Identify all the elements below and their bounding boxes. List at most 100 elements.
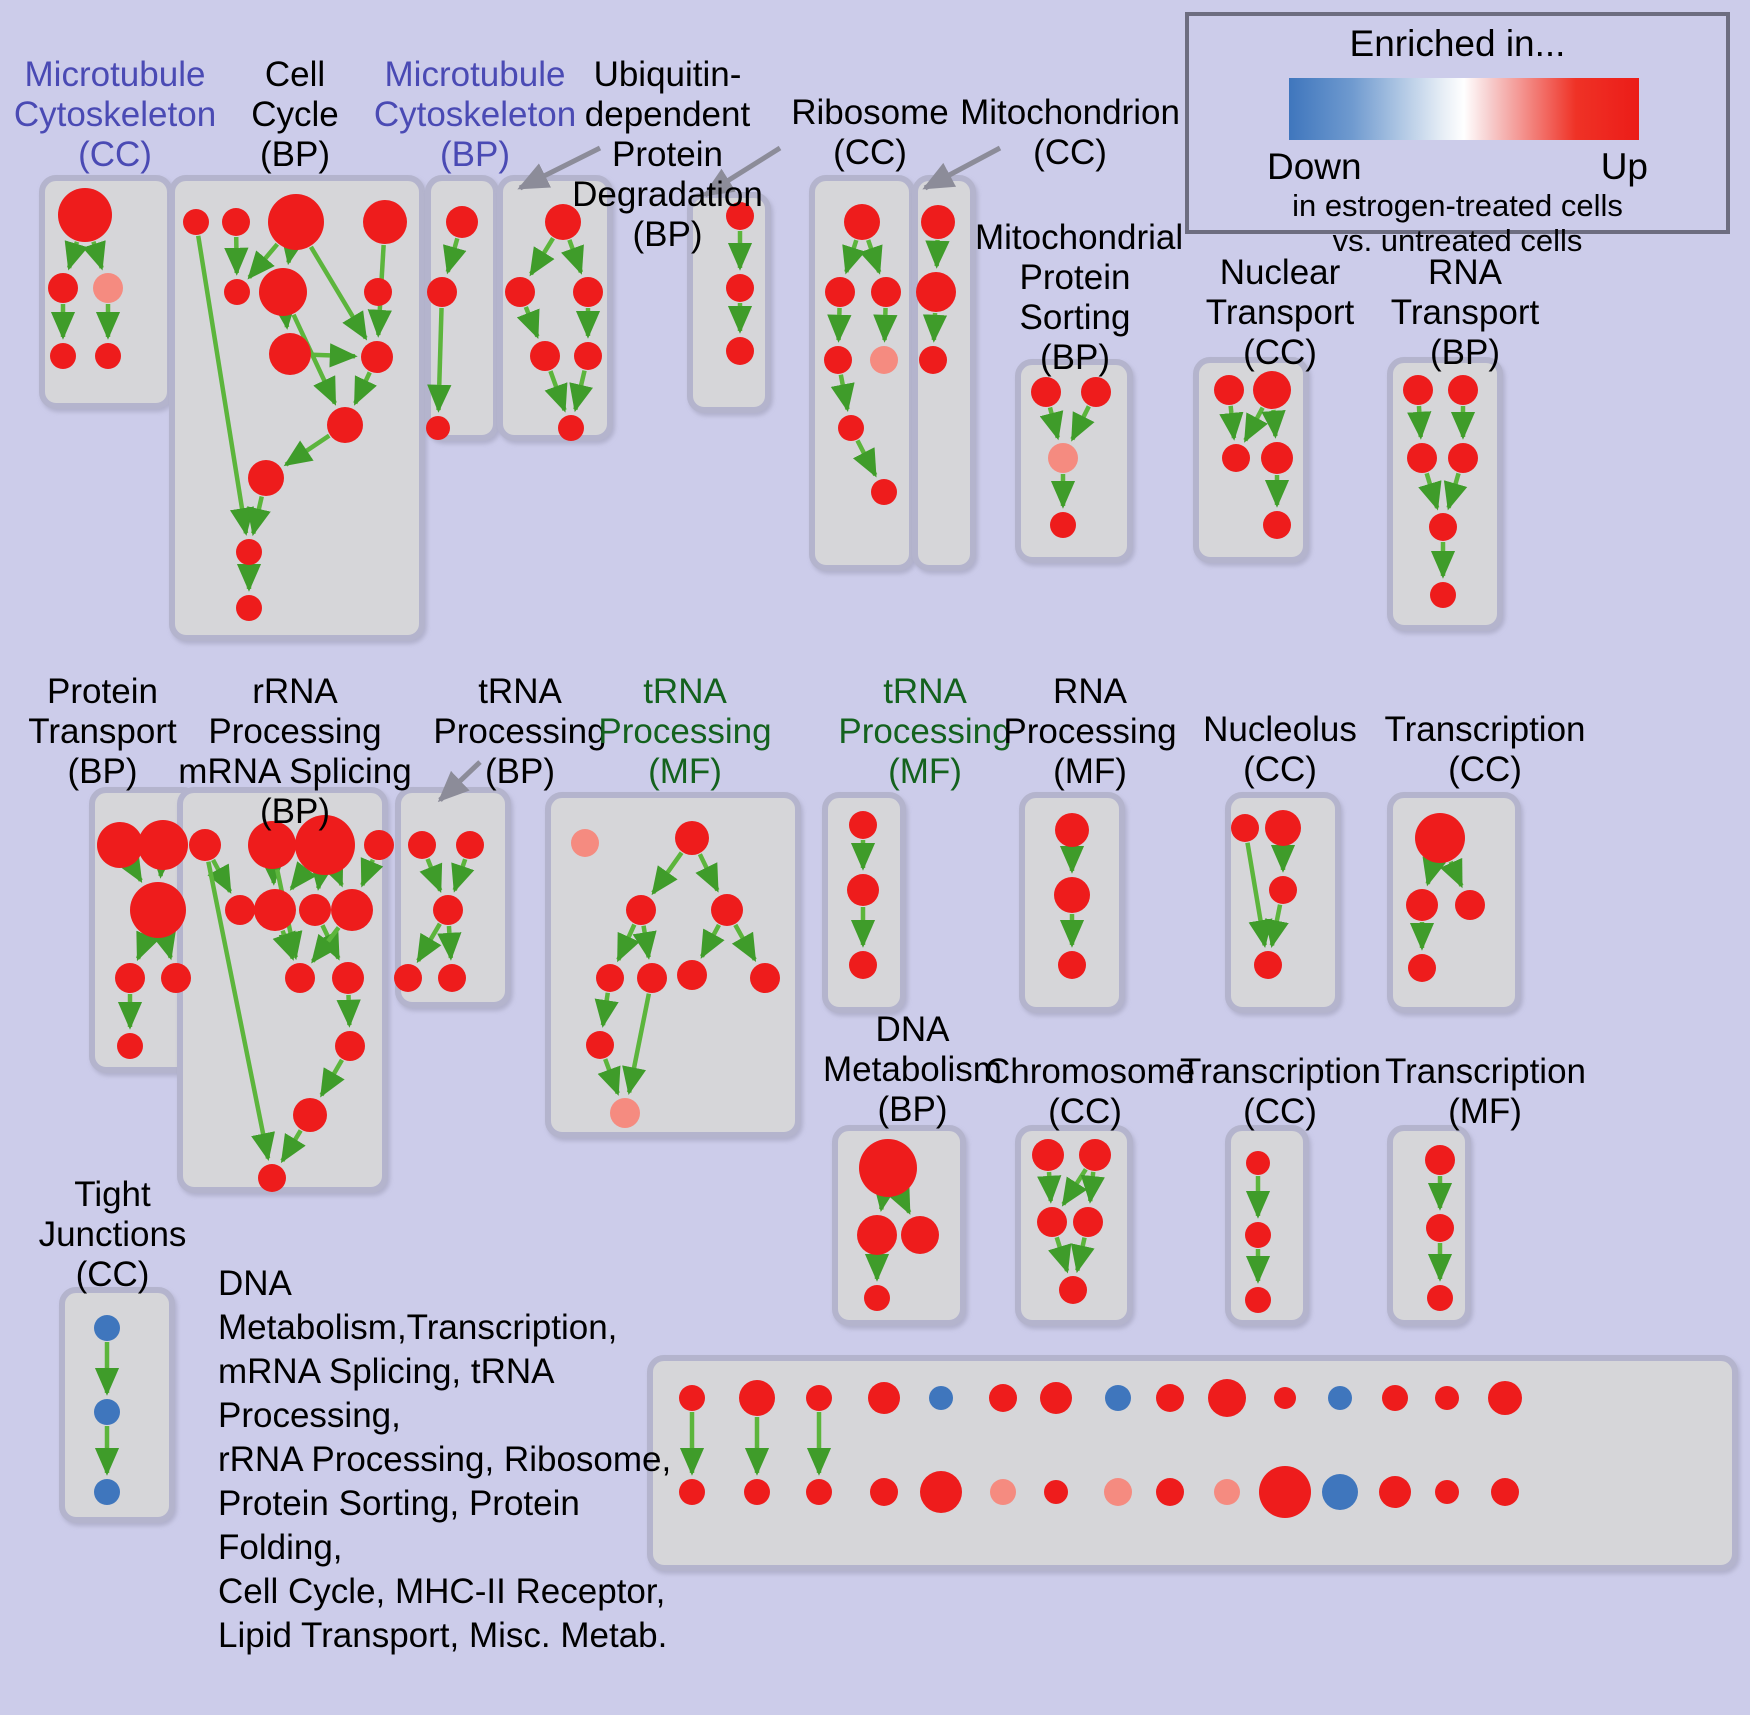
node-ribosome-cc-0[interactable] xyxy=(844,204,880,240)
node-transcription-cc-lower-2[interactable] xyxy=(1245,1287,1271,1313)
node-rna-transport-bp-5[interactable] xyxy=(1430,582,1456,608)
node-rrna-processing-mrna-splicing-bp-3[interactable] xyxy=(364,830,394,860)
node-nuclear-transport-cc-2[interactable] xyxy=(1222,444,1250,472)
node-trna-processing-bp-3[interactable] xyxy=(394,964,422,992)
node-trna-processing-mf-left-8[interactable] xyxy=(586,1031,614,1059)
node-cell-cycle-bp-1[interactable] xyxy=(222,208,250,236)
node-tight-junctions-cc-1[interactable] xyxy=(94,1399,120,1425)
module-box-nuclear-transport-cc[interactable] xyxy=(1193,357,1309,563)
node-misc-modules-strip-6[interactable] xyxy=(1040,1382,1072,1414)
node-cell-cycle-bp-0[interactable] xyxy=(183,209,209,235)
node-misc-modules-strip-26[interactable] xyxy=(1322,1474,1358,1510)
node-microtubule-cytoskeleton-bp-0[interactable] xyxy=(446,206,478,238)
node-ubiquitin-dependent-protein-degradation-bp-2[interactable] xyxy=(530,341,560,371)
node-misc-modules-strip-8[interactable] xyxy=(1156,1384,1184,1412)
node-microtubule-cytoskeleton-bp-2[interactable] xyxy=(426,416,450,440)
node-cell-cycle-bp-11[interactable] xyxy=(236,539,262,565)
node-rrna-processing-mrna-splicing-bp-4[interactable] xyxy=(225,895,255,925)
node-trna-processing-mf-left-6[interactable] xyxy=(677,960,707,990)
node-misc-modules-strip-17[interactable] xyxy=(806,1479,832,1505)
node-rna-processing-mf-0[interactable] xyxy=(1055,813,1089,847)
node-cell-cycle-bp-2[interactable] xyxy=(268,194,324,250)
node-cell-cycle-bp-6[interactable] xyxy=(364,278,392,306)
node-chromosome-cc-0[interactable] xyxy=(1032,1139,1064,1171)
node-misc-modules-strip-29[interactable] xyxy=(1491,1478,1519,1506)
node-misc-modules-strip-4[interactable] xyxy=(929,1386,953,1410)
node-ubiquitin-protein-degradation-column-2[interactable] xyxy=(726,337,754,365)
node-trna-processing-bp-1[interactable] xyxy=(456,831,484,859)
node-rrna-processing-mrna-splicing-bp-12[interactable] xyxy=(258,1164,286,1192)
node-trna-processing-mf-left-2[interactable] xyxy=(626,895,656,925)
node-misc-modules-strip-27[interactable] xyxy=(1379,1476,1411,1508)
node-ubiquitin-protein-degradation-column-0[interactable] xyxy=(726,202,754,230)
node-misc-modules-strip-20[interactable] xyxy=(990,1479,1016,1505)
node-misc-modules-strip-0[interactable] xyxy=(679,1385,705,1411)
node-misc-modules-strip-12[interactable] xyxy=(1382,1385,1408,1411)
node-trna-processing-mf-left-7[interactable] xyxy=(750,963,780,993)
node-misc-modules-strip-1[interactable] xyxy=(739,1380,775,1416)
node-mitochondrial-protein-sorting-bp-1[interactable] xyxy=(1081,377,1111,407)
node-nucleolus-cc-1[interactable] xyxy=(1265,810,1301,846)
node-misc-modules-strip-18[interactable] xyxy=(870,1478,898,1506)
node-misc-modules-strip-28[interactable] xyxy=(1435,1480,1459,1504)
node-protein-transport-bp-1[interactable] xyxy=(138,820,188,870)
node-dna-metabolism-bp-1[interactable] xyxy=(857,1215,897,1255)
node-misc-modules-strip-14[interactable] xyxy=(1488,1381,1522,1415)
node-chromosome-cc-1[interactable] xyxy=(1079,1139,1111,1171)
node-trna-processing-mf-left-0[interactable] xyxy=(571,829,599,857)
node-mitochondrion-cc-1[interactable] xyxy=(916,272,956,312)
node-nuclear-transport-cc-0[interactable] xyxy=(1214,375,1244,405)
node-rna-transport-bp-4[interactable] xyxy=(1429,513,1457,541)
node-misc-modules-strip-15[interactable] xyxy=(679,1479,705,1505)
node-mitochondrion-cc-0[interactable] xyxy=(921,205,955,239)
node-mitochondrial-protein-sorting-bp-3[interactable] xyxy=(1050,512,1076,538)
node-transcription-cc-lower-0[interactable] xyxy=(1246,1151,1270,1175)
node-trna-processing-mf-right-0[interactable] xyxy=(849,811,877,839)
node-ribosome-cc-3[interactable] xyxy=(824,346,852,374)
node-ribosome-cc-1[interactable] xyxy=(825,277,855,307)
node-microtubule-cytoskeleton-bp-1[interactable] xyxy=(427,277,457,307)
node-nucleolus-cc-0[interactable] xyxy=(1231,814,1259,842)
node-trna-processing-mf-left-3[interactable] xyxy=(711,894,743,926)
node-ubiquitin-dependent-protein-degradation-bp-0[interactable] xyxy=(545,204,581,240)
node-rrna-processing-mrna-splicing-bp-5[interactable] xyxy=(254,889,296,931)
node-transcription-cc-upper-1[interactable] xyxy=(1406,889,1438,921)
node-transcription-cc-upper-2[interactable] xyxy=(1455,890,1485,920)
node-mitochondrial-protein-sorting-bp-0[interactable] xyxy=(1031,377,1061,407)
node-transcription-mf-0[interactable] xyxy=(1425,1145,1455,1175)
node-rrna-processing-mrna-splicing-bp-7[interactable] xyxy=(331,889,373,931)
node-nucleolus-cc-3[interactable] xyxy=(1254,951,1282,979)
node-ubiquitin-dependent-protein-degradation-bp-1[interactable] xyxy=(505,277,535,307)
node-rrna-processing-mrna-splicing-bp-8[interactable] xyxy=(285,963,315,993)
node-chromosome-cc-3[interactable] xyxy=(1073,1207,1103,1237)
node-trna-processing-mf-left-1[interactable] xyxy=(675,821,709,855)
node-trna-processing-mf-left-5[interactable] xyxy=(637,963,667,993)
node-trna-processing-bp-0[interactable] xyxy=(408,831,436,859)
node-cell-cycle-bp-4[interactable] xyxy=(224,279,250,305)
node-misc-modules-strip-19[interactable] xyxy=(920,1471,962,1513)
node-ribosome-cc-6[interactable] xyxy=(871,479,897,505)
node-rna-transport-bp-3[interactable] xyxy=(1448,443,1478,473)
node-microtubule-cytoskeleton-cc-1[interactable] xyxy=(48,273,78,303)
node-ubiquitin-dependent-protein-degradation-bp-4[interactable] xyxy=(574,342,602,370)
node-transcription-mf-1[interactable] xyxy=(1426,1214,1454,1242)
node-rna-transport-bp-1[interactable] xyxy=(1448,375,1478,405)
node-nuclear-transport-cc-3[interactable] xyxy=(1261,442,1293,474)
node-dna-metabolism-bp-2[interactable] xyxy=(901,1216,939,1254)
node-trna-processing-bp-4[interactable] xyxy=(438,964,466,992)
node-ribosome-cc-2[interactable] xyxy=(871,277,901,307)
node-ribosome-cc-4[interactable] xyxy=(870,346,898,374)
node-protein-transport-bp-2[interactable] xyxy=(130,882,186,938)
node-protein-transport-bp-0[interactable] xyxy=(97,822,143,868)
node-misc-modules-strip-13[interactable] xyxy=(1435,1386,1459,1410)
module-box-microtubule-cytoskeleton-bp[interactable] xyxy=(425,175,499,441)
node-rna-transport-bp-2[interactable] xyxy=(1407,443,1437,473)
node-rna-processing-mf-1[interactable] xyxy=(1054,877,1090,913)
node-nuclear-transport-cc-4[interactable] xyxy=(1263,511,1291,539)
node-cell-cycle-bp-9[interactable] xyxy=(327,407,363,443)
node-cell-cycle-bp-8[interactable] xyxy=(361,341,393,373)
node-rrna-processing-mrna-splicing-bp-2[interactable] xyxy=(295,815,355,875)
module-box-misc-modules-strip[interactable] xyxy=(647,1355,1738,1571)
node-rna-transport-bp-0[interactable] xyxy=(1403,375,1433,405)
node-rrna-processing-mrna-splicing-bp-11[interactable] xyxy=(293,1098,327,1132)
